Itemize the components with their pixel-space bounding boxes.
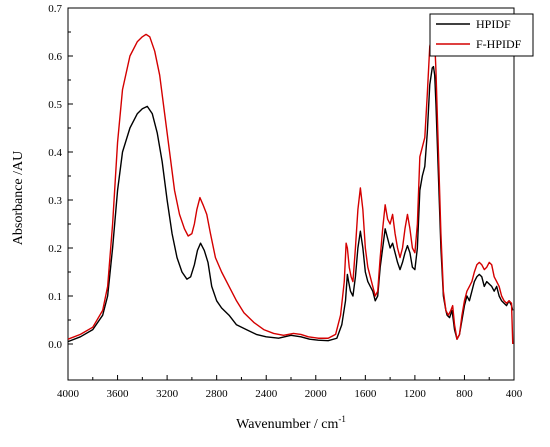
legend-label-hpidf: HPIDF [476,17,511,31]
y-tick-label: 0.0 [48,339,62,351]
x-tick-label: 3600 [107,388,130,400]
y-tick-label: 0.4 [48,147,62,159]
series-line-f-hpidf [67,32,514,345]
y-tick-label: 0.3 [48,195,62,207]
x-tick-label: 2800 [206,388,229,400]
x-tick-label: 2400 [255,388,278,400]
legend-label-f-hpidf: F-HPIDF [476,37,522,51]
x-axis-title-superscript: -1 [338,414,346,424]
y-tick-label: 0.1 [48,291,62,303]
x-tick-label: 1600 [354,388,377,400]
x-tick-label: 1200 [404,388,427,400]
x-tick-label: 3200 [156,388,179,400]
x-tick-label: 400 [506,388,523,400]
x-tick-label: 2000 [305,388,328,400]
y-tick-label: 0.5 [48,99,62,111]
y-tick-label: 0.2 [48,243,62,255]
axis-ticks: 4000 3600 3200 2800 2400 2000 1600 1200 800 400 0.… [48,3,523,400]
x-axis-title: Wavenumber / cm-1 [236,414,346,432]
legend: HPIDF F-HPIDF [429,13,534,57]
series-line-hpidf [67,65,514,343]
plot-frame [67,7,515,381]
series-lines [67,32,514,345]
y-axis-title: Absorbance /AU [11,151,26,245]
legend-box [429,13,534,57]
x-axis-title-text: Wavenumber / cm [236,417,338,432]
x-tick-label: 800 [456,388,473,400]
x-tick-label: 4000 [57,388,80,400]
y-tick-label: 0.7 [48,3,62,15]
y-tick-label: 0.6 [48,51,62,63]
